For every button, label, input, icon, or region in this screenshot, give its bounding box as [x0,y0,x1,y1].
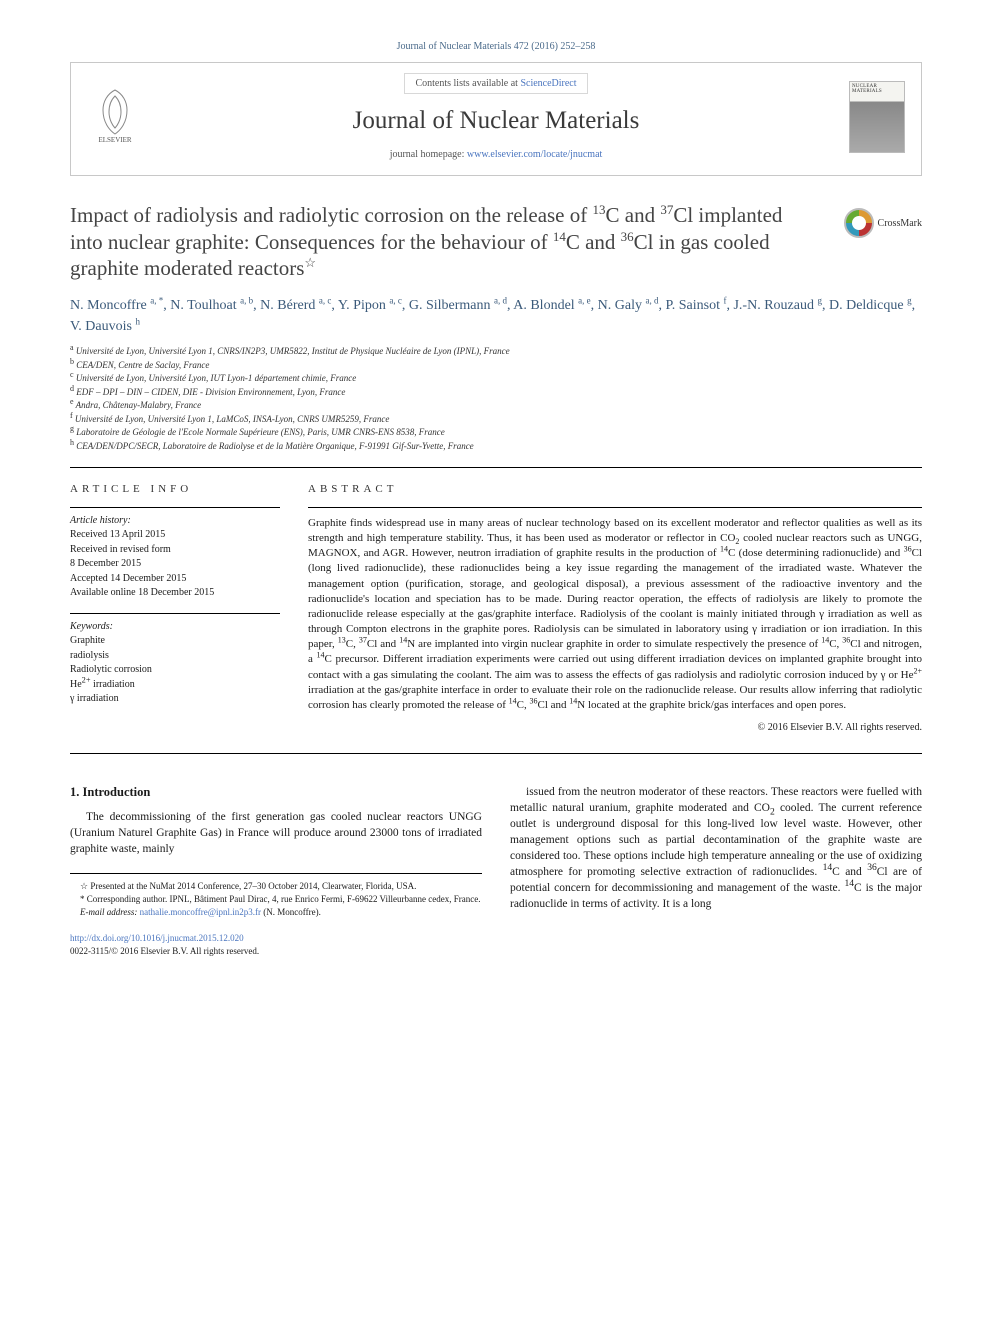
affiliation-item: g Laboratoire de Géologie de l'Ecole Nor… [70,426,922,440]
doi-block: http://dx.doi.org/10.1016/j.jnucmat.2015… [70,932,482,957]
keyword-item: γ irradiation [70,693,119,704]
affiliation-list: a Université de Lyon, Université Lyon 1,… [70,345,922,453]
article-title: Impact of radiolysis and radiolytic corr… [70,202,820,281]
history-line: Received in revised form [70,544,171,555]
section-divider [70,467,922,468]
body-paragraph: issued from the neutron moderator of the… [510,784,922,913]
publisher-logo: ELSEVIER [87,85,143,149]
section-heading-introduction: 1. Introduction [70,784,482,802]
contents-available: Contents lists available at ScienceDirec… [404,73,587,95]
footnotes: ☆ Presented at the NuMat 2014 Conference… [70,873,482,918]
keyword-item: Radiolytic corrosion [70,664,152,675]
author-list: N. Moncoffre a, *, N. Toulhoat a, b, N. … [70,295,922,337]
history-line: 8 December 2015 [70,558,141,569]
crossmark-icon [844,208,874,238]
abstract-heading: ABSTRACT [308,482,922,497]
homepage-url[interactable]: www.elsevier.com/locate/jnucmat [467,149,602,160]
affiliation-item: c Université de Lyon, Université Lyon, I… [70,372,922,386]
crossmark-badge[interactable]: CrossMark [844,208,922,238]
keyword-item: He2+ irradiation [70,679,135,690]
affiliation-item: e Andra, Châtenay-Malabry, France [70,399,922,413]
section-divider [70,753,922,754]
footnote-email: E-mail address: nathalie.moncoffre@ipnl.… [70,906,482,919]
journal-name: Journal of Nuclear Materials [161,104,831,138]
sciencedirect-link[interactable]: ScienceDirect [520,78,576,89]
journal-header-box: ELSEVIER Contents lists available at Sci… [70,62,922,177]
affiliation-item: d EDF – DPI – DIN – CIDEN, DIE - Divisio… [70,386,922,400]
citation-line: Journal of Nuclear Materials 472 (2016) … [70,40,922,54]
article-info-heading: ARTICLE INFO [70,482,280,497]
doi-link[interactable]: http://dx.doi.org/10.1016/j.jnucmat.2015… [70,932,482,945]
affiliation-item: h CEA/DEN/DPC/SECR, Laboratoire de Radio… [70,440,922,454]
publisher-label: ELSEVIER [98,136,131,145]
keywords-block: Keywords: GraphiteradiolysisRadiolytic c… [70,620,280,707]
author-email-link[interactable]: nathalie.moncoffre@ipnl.in2p3.fr [140,907,261,917]
abstract-copyright: © 2016 Elsevier B.V. All rights reserved… [308,721,922,735]
affiliation-item: a Université de Lyon, Université Lyon 1,… [70,345,922,359]
affiliation-item: f Université de Lyon, Université Lyon 1,… [70,413,922,427]
issn-copyright: 0022-3115/© 2016 Elsevier B.V. All right… [70,945,482,958]
footnote-conference: ☆ Presented at the NuMat 2014 Conference… [70,880,482,893]
history-line: Received 13 April 2015 [70,529,165,540]
keyword-item: Graphite [70,635,105,646]
abstract-text: Graphite finds widespread use in many ar… [308,516,922,713]
keyword-item: radiolysis [70,650,109,661]
article-history: Article history: Received 13 April 2015R… [70,514,280,601]
body-paragraph: The decommissioning of the first generat… [70,809,482,857]
history-line: Available online 18 December 2015 [70,587,214,598]
journal-homepage: journal homepage: www.elsevier.com/locat… [161,148,831,162]
journal-cover-thumbnail: NUCLEAR MATERIALS [849,81,905,153]
history-line: Accepted 14 December 2015 [70,573,186,584]
footnote-corresponding: * Corresponding author. IPNL, Bâtiment P… [70,893,482,906]
affiliation-item: b CEA/DEN, Centre de Saclay, France [70,359,922,373]
